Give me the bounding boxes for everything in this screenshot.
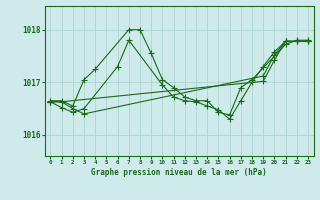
X-axis label: Graphe pression niveau de la mer (hPa): Graphe pression niveau de la mer (hPa) (91, 168, 267, 177)
